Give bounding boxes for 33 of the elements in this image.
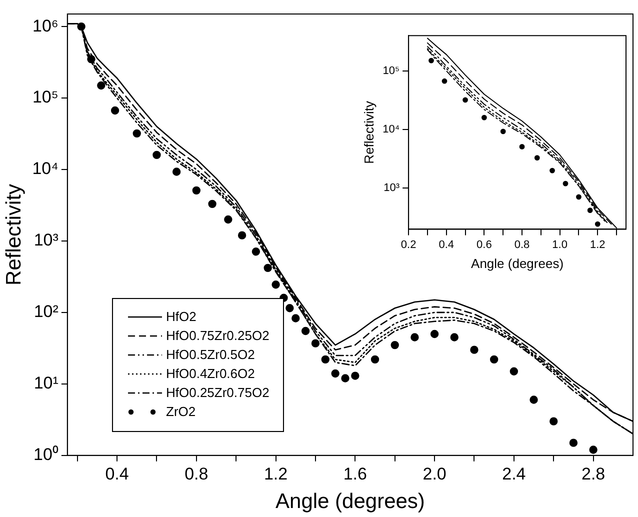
legend-label: HfO0.4Zr0.6O2 (166, 366, 255, 381)
x-tick-label: 0.6 (476, 238, 492, 251)
legend-label: HfO0.25Zr0.75O2 (166, 385, 270, 400)
x-tick-label: 0.4 (438, 238, 454, 251)
legend-label: ZrO2 (166, 404, 196, 419)
y-tick-label: 10² (34, 302, 59, 322)
x-tick-label: 1.2 (590, 238, 606, 251)
x-tick-label: 0.2 (400, 238, 416, 251)
y-tick-label: 10¹ (34, 374, 59, 393)
y-tick-label: 10⁵ (382, 64, 400, 77)
y-tick-label: 10⁴ (382, 124, 400, 136)
legend-label: HfO0.75Zr0.25O2 (166, 328, 270, 343)
y-axis-title: Reflectivity (2, 183, 26, 286)
x-tick-label: 0.8 (184, 464, 208, 484)
y-tick-label: 10³ (34, 230, 59, 250)
x-axis-title: Angle (degrees) (471, 256, 564, 271)
y-axis-title: Reflectivity (361, 100, 376, 164)
x-tick-label: 1.2 (264, 464, 288, 484)
x-tick-label: 0.4 (105, 464, 129, 484)
x-tick-label: 2.8 (581, 464, 606, 484)
y-tick-label: 10⁰ (33, 445, 58, 464)
x-tick-label: 1.6 (343, 464, 367, 484)
x-tick-label: 1.0 (552, 238, 568, 251)
y-tick-label: 10⁶ (32, 16, 58, 36)
legend-label: HfO2 (166, 309, 196, 324)
y-tick-label: 10⁴ (32, 159, 58, 178)
y-tick-label: 10⁵ (32, 88, 58, 107)
y-tick-label: 10³ (384, 182, 400, 194)
x-axis-title: Angle (degrees) (275, 490, 425, 514)
x-tick-label: 2.0 (422, 464, 446, 484)
x-tick-label: 0.8 (514, 238, 530, 251)
legend-label: HfO0.5Zr0.5O2 (166, 347, 255, 362)
x-tick-label: 2.4 (502, 464, 526, 484)
